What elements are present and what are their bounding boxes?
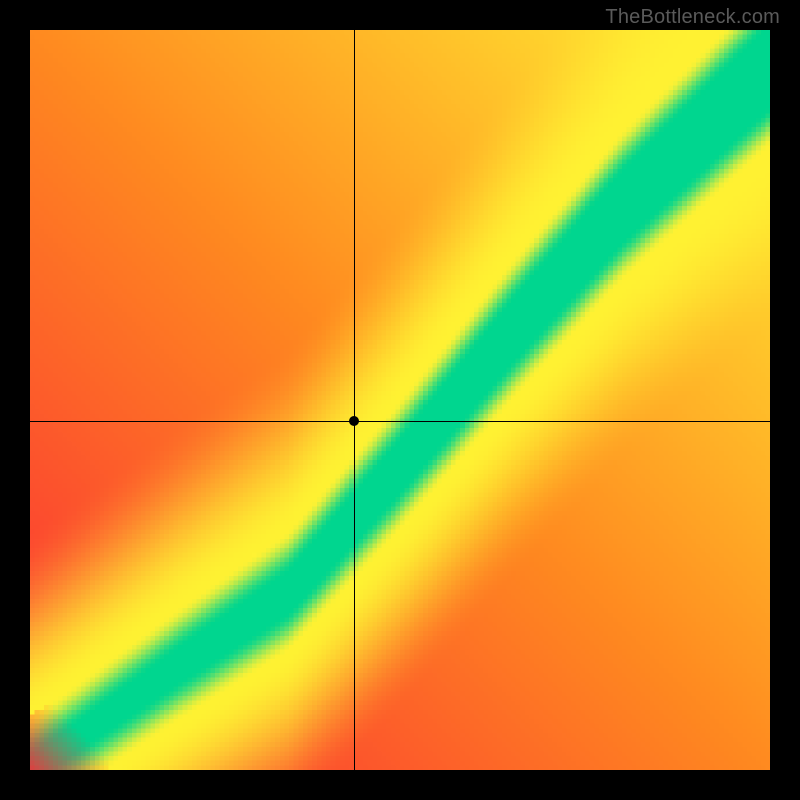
heatmap-canvas [30,30,770,770]
watermark-text: TheBottleneck.com [605,6,780,29]
chart-container: TheBottleneck.com [0,0,800,800]
plot-area [30,30,770,770]
